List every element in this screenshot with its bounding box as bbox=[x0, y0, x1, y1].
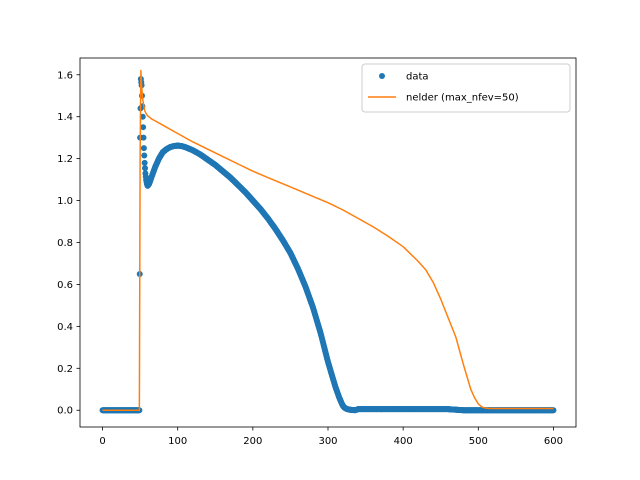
data-point bbox=[141, 159, 148, 166]
legend-data-marker bbox=[379, 73, 385, 79]
legend: data nelder (max_nfev=50) bbox=[361, 63, 571, 113]
y-tick-label: 1.0 bbox=[57, 196, 73, 207]
y-tick-label: 0.0 bbox=[57, 406, 73, 417]
y-tick-label: 0.2 bbox=[57, 364, 73, 375]
y-tick-label: 1.4 bbox=[57, 112, 73, 123]
x-tick-label: 200 bbox=[243, 436, 262, 447]
data-point bbox=[139, 113, 146, 120]
y-axis: 0.0 0.2 0.4 0.6 0.8 1.0 1.2 1.4 1.6 bbox=[57, 70, 80, 417]
y-tick-label: 0.4 bbox=[57, 322, 73, 333]
x-tick-label: 100 bbox=[168, 436, 187, 447]
x-tick-label: 400 bbox=[394, 436, 413, 447]
x-tick-label: 500 bbox=[469, 436, 488, 447]
series-layer bbox=[99, 69, 557, 414]
y-tick-label: 1.2 bbox=[57, 154, 73, 165]
x-axis: 0 100 200 300 400 500 600 bbox=[99, 427, 563, 447]
series-nelder-line bbox=[102, 69, 554, 411]
legend-label-nelder: nelder (max_nfev=50) bbox=[406, 93, 519, 104]
legend-box bbox=[361, 63, 571, 113]
y-tick-label: 0.6 bbox=[57, 280, 73, 291]
x-tick-label: 300 bbox=[318, 436, 337, 447]
y-tick-label: 1.6 bbox=[57, 70, 73, 81]
y-tick-label: 0.8 bbox=[57, 238, 73, 249]
data-point bbox=[142, 165, 149, 172]
data-point bbox=[140, 124, 147, 131]
data-point bbox=[140, 145, 147, 152]
data-point bbox=[141, 152, 148, 159]
x-tick-label: 0 bbox=[99, 436, 105, 447]
legend-label-data: data bbox=[406, 72, 429, 83]
data-point bbox=[140, 134, 147, 141]
x-tick-label: 600 bbox=[544, 436, 563, 447]
